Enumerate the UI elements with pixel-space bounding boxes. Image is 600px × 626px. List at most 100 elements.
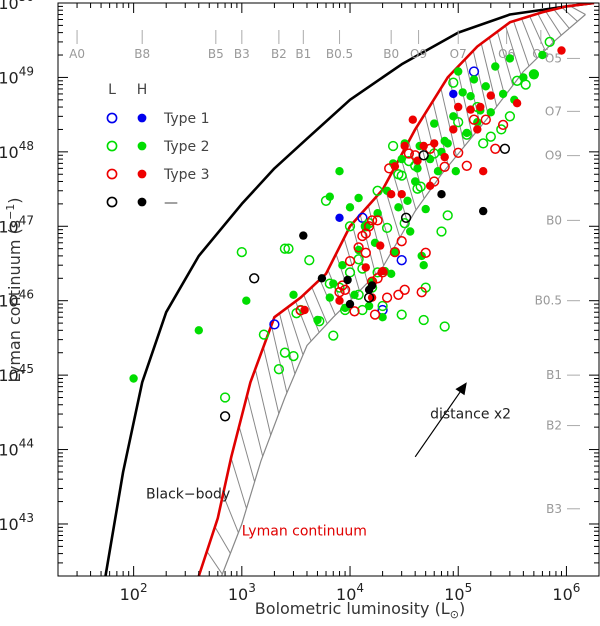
data-point-filled — [505, 54, 515, 63]
data-point-filled — [325, 293, 334, 302]
band-hatch — [472, 50, 490, 118]
data-point-open — [528, 69, 540, 80]
right-spectral-label: B2 — [546, 419, 562, 433]
band-hatch — [246, 394, 264, 457]
band-hatch — [505, 25, 522, 75]
band-hatch — [262, 347, 280, 414]
y-tick-label: 1044 — [0, 437, 34, 460]
legend-marker-open — [106, 196, 118, 208]
band-hatch — [400, 156, 417, 211]
x-axis-ticks: 102 103 104 105 106 — [57, 3, 600, 604]
data-point-open — [442, 210, 453, 221]
data-point-open — [418, 150, 429, 161]
data-point-filled — [289, 290, 298, 299]
data-point-open — [504, 111, 516, 122]
data-point-open — [393, 289, 404, 300]
band-hatch — [270, 325, 288, 394]
data-point-open — [399, 218, 410, 229]
data-point-filled — [466, 92, 475, 101]
legend-marker-open — [106, 112, 118, 124]
data-point-filled — [449, 89, 458, 99]
right-spectral-label: B3 — [546, 502, 562, 516]
legend-marker-filled — [137, 113, 147, 123]
band-hatch — [311, 287, 328, 324]
data-point-open — [377, 300, 388, 312]
legend-marker-filled — [137, 197, 147, 207]
data-point-open — [381, 222, 393, 234]
data-point-open — [453, 147, 464, 158]
data-point-open — [334, 282, 345, 293]
data-point-filled — [387, 269, 396, 278]
band-hatch — [279, 313, 296, 375]
data-point-filled — [498, 89, 508, 99]
right-spectral-type-axis: O5 O7 O9 B0 B0.5 B1 B2 B3 — [535, 51, 580, 516]
data-point-filled — [425, 181, 435, 190]
data-point-filled — [335, 296, 344, 305]
band-hatch — [206, 551, 223, 575]
data-point-filled — [557, 46, 566, 55]
data-point-open — [372, 273, 383, 284]
data-point-open — [448, 77, 459, 88]
data-point-filled — [129, 374, 138, 383]
data-point-open — [339, 284, 351, 295]
data-point-open — [396, 309, 407, 320]
data-point-open — [416, 287, 427, 298]
data-point-open — [219, 392, 231, 403]
top-spectral-label: O9 — [410, 47, 427, 61]
right-spectral-label: O7 — [545, 104, 562, 118]
data-point-open — [372, 185, 383, 196]
legend-header-high: H — [137, 82, 148, 98]
data-point-filled — [476, 102, 485, 112]
data-point-open — [357, 304, 368, 316]
top-spectral-label: O7 — [450, 47, 467, 61]
top-spectral-label: B1 — [295, 47, 311, 61]
scatter-points — [129, 36, 566, 422]
data-point-filled — [512, 99, 522, 108]
data-point-filled — [335, 213, 344, 222]
data-point-filled — [300, 305, 309, 315]
plot-frame — [57, 2, 600, 577]
band-hatch — [521, 18, 538, 59]
x-axis-label: Bolometric luminosity (L⊙) — [255, 599, 465, 621]
data-point-open — [439, 321, 450, 332]
x-tick-label: 105 — [444, 581, 472, 604]
legend-header-low: L — [108, 82, 116, 98]
right-spectral-label: B0.5 — [535, 294, 562, 308]
data-point-filled — [519, 73, 528, 82]
band-hatch — [303, 294, 320, 333]
legend-label: Type 1 — [163, 111, 210, 127]
data-point-filled — [454, 67, 463, 76]
lyman-continuum-curve — [197, 3, 595, 576]
data-point-filled — [335, 167, 344, 176]
data-point-open — [396, 236, 407, 247]
data-point-filled — [242, 296, 251, 305]
data-point-filled — [437, 190, 446, 199]
data-point-filled — [421, 204, 430, 214]
data-point-filled — [443, 139, 452, 148]
data-point-open — [360, 221, 371, 232]
data-point-filled — [449, 125, 458, 134]
data-point-open — [363, 221, 375, 232]
y-tick-label: 1050 — [0, 0, 34, 13]
data-point-filled — [473, 125, 482, 134]
axes — [57, 2, 600, 577]
data-point-open — [349, 306, 360, 317]
band-hatch — [230, 457, 247, 509]
band-hatch — [238, 426, 256, 483]
data-point-filled — [486, 108, 495, 117]
band-hatch — [496, 31, 514, 86]
data-point-open — [389, 246, 401, 258]
x-tick-label: 106 — [552, 581, 580, 604]
band-hatch — [222, 494, 239, 533]
band-hatch — [254, 368, 272, 436]
data-point-open — [468, 66, 480, 77]
data-point-filled — [469, 75, 479, 84]
distance-annotation: distance x2 — [414, 382, 511, 458]
data-point-filled — [361, 222, 370, 231]
legend: L H Type 1 Type 2 Type 3 — — [106, 82, 210, 211]
data-point-open — [328, 330, 339, 341]
data-point-filled — [406, 227, 415, 236]
data-point-filled — [481, 82, 490, 91]
y-axis-ticks: 1043 1044 1045 1046 1047 1048 1049 1050 — [0, 0, 599, 577]
distance-label: distance x2 — [430, 407, 511, 423]
